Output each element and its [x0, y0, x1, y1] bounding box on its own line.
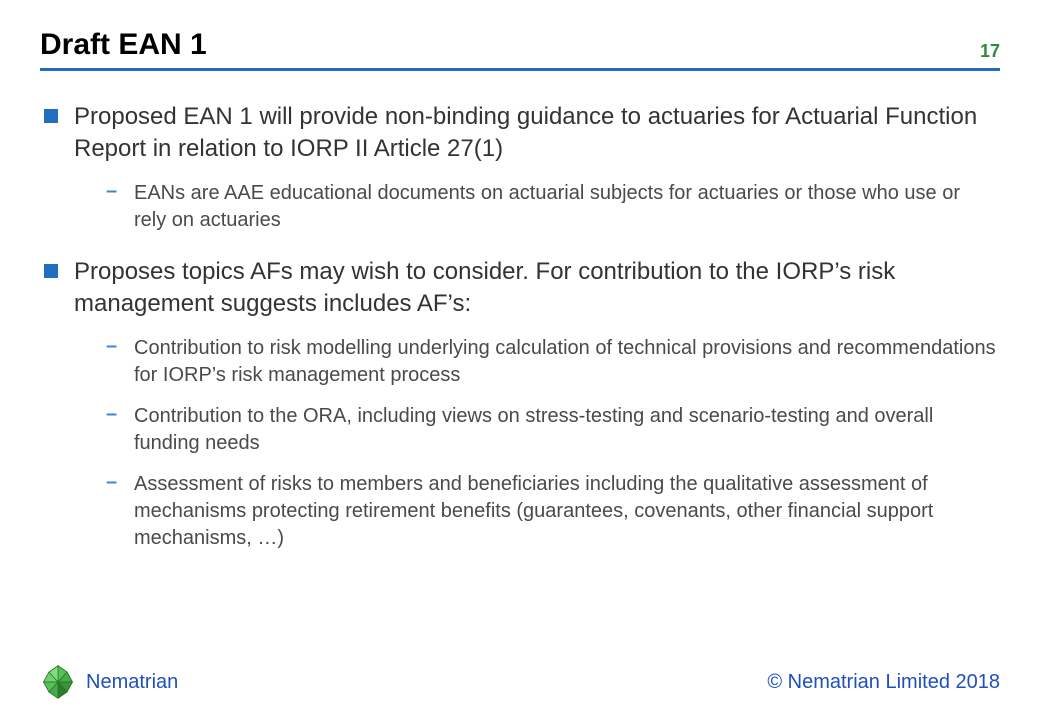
bullet-text: Proposes topics AFs may wish to consider… — [74, 256, 996, 321]
sub-bullet-text: Assessment of risks to members and benef… — [134, 471, 996, 552]
sub-bullet-item: – Contribution to the ORA, including vie… — [106, 403, 996, 457]
bullet-text: Proposed EAN 1 will provide non-binding … — [74, 101, 996, 166]
bullet-item: Proposed EAN 1 will provide non-binding … — [44, 101, 996, 166]
sub-bullet-item: – Assessment of risks to members and ben… — [106, 471, 996, 552]
copyright-text: © Nematrian Limited 2018 — [767, 671, 1000, 694]
content-area: Proposed EAN 1 will provide non-binding … — [40, 101, 1000, 552]
slide-title: Draft EAN 1 — [40, 28, 207, 62]
nematrian-logo-icon — [40, 664, 76, 700]
sub-bullet-item: – Contribution to risk modelling underly… — [106, 335, 996, 389]
dash-bullet-icon: – — [106, 403, 124, 426]
sub-list: – EANs are AAE educational documents on … — [106, 180, 996, 234]
brand: Nematrian — [40, 664, 178, 700]
dash-bullet-icon: – — [106, 335, 124, 358]
footer: Nematrian © Nematrian Limited 2018 — [40, 664, 1000, 700]
square-bullet-icon — [44, 109, 58, 123]
sub-bullet-text: Contribution to risk modelling underlyin… — [134, 335, 996, 389]
bullet-item: Proposes topics AFs may wish to consider… — [44, 256, 996, 321]
sub-bullet-text: EANs are AAE educational documents on ac… — [134, 180, 996, 234]
slide: Draft EAN 1 17 Proposed EAN 1 will provi… — [0, 0, 1040, 720]
brand-name: Nematrian — [86, 671, 178, 694]
sub-list: – Contribution to risk modelling underly… — [106, 335, 996, 552]
header: Draft EAN 1 17 — [40, 28, 1000, 71]
page-number: 17 — [980, 41, 1000, 62]
sub-bullet-text: Contribution to the ORA, including views… — [134, 403, 996, 457]
square-bullet-icon — [44, 264, 58, 278]
dash-bullet-icon: – — [106, 180, 124, 203]
sub-bullet-item: – EANs are AAE educational documents on … — [106, 180, 996, 234]
dash-bullet-icon: – — [106, 471, 124, 494]
